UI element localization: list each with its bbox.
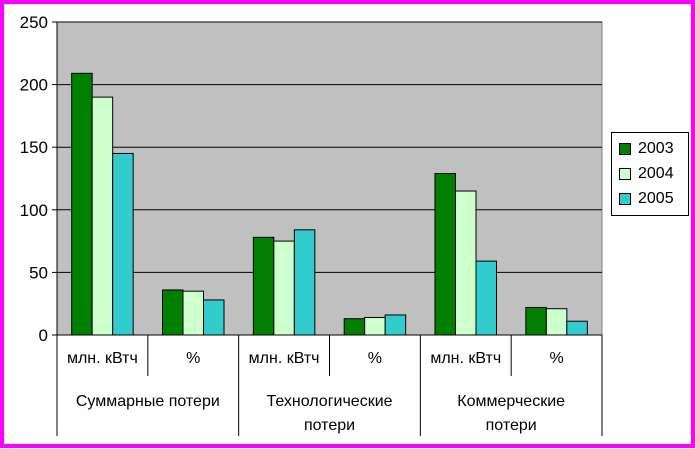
- bar-2004-3: [364, 316, 386, 336]
- bar-2003-5: [525, 306, 547, 336]
- group-label: Технологические потери: [266, 393, 392, 434]
- bar-chart: 0 50 100 150 200 250 млн. кВтч% млн. кВтч% млн. …: [20, 13, 603, 436]
- group-label: Коммерческие потери: [457, 393, 565, 434]
- group-label-line: потери: [486, 417, 537, 434]
- legend-item-2003: 2003: [619, 139, 674, 159]
- legend: 2003 2004 2005: [611, 132, 689, 216]
- y-tick-label: 100: [20, 201, 48, 220]
- legend-label-2003: 2003: [638, 140, 674, 157]
- plot-area: [56, 21, 603, 336]
- x-tick-label: %: [549, 350, 563, 367]
- group-label-line: Коммерческие: [457, 393, 565, 410]
- x-tick-label: млн. кВтч: [430, 350, 501, 367]
- bar-2005-4: [475, 260, 497, 336]
- group-label: Суммарные потери: [76, 393, 220, 410]
- x-tick-label: млн. кВтч: [67, 350, 138, 367]
- x-tick-label: млн. кВтч: [249, 350, 320, 367]
- bar-2003-2: [252, 236, 275, 336]
- bar-2005-3: [384, 314, 407, 336]
- bar-2003-0: [71, 72, 93, 336]
- group-label-line: Технологические: [266, 393, 392, 410]
- x-tick-label: %: [186, 350, 200, 367]
- bar-2003-1: [162, 289, 184, 336]
- bar-2004-2: [273, 240, 295, 336]
- bar-2004-4: [455, 190, 477, 336]
- bar-2005-2: [293, 229, 316, 336]
- bar-2004-0: [91, 96, 114, 336]
- legend-label-2005: 2005: [638, 190, 674, 207]
- group-label-line: потери: [304, 417, 355, 434]
- y-tick-label: 150: [20, 138, 48, 157]
- legend-item-2004: 2004: [619, 164, 674, 184]
- legend-item-2005: 2005: [619, 189, 674, 209]
- y-tick-label: 200: [20, 76, 48, 95]
- y-tick-label: 0: [39, 326, 48, 345]
- legend-label-2004: 2004: [638, 165, 674, 182]
- legend-swatch-2005: [619, 193, 631, 205]
- bar-2003-4: [434, 172, 456, 336]
- x-tick-label: %: [368, 350, 382, 367]
- bar-2005-5: [566, 320, 588, 336]
- bar-2004-1: [182, 290, 204, 336]
- bar-2005-1: [203, 299, 225, 336]
- legend-swatch-2004: [619, 168, 631, 180]
- y-tick-label: 250: [20, 13, 48, 32]
- bar-2004-5: [545, 308, 568, 336]
- legend-swatch-2003: [619, 143, 631, 155]
- bar-2005-0: [112, 152, 134, 336]
- bar-2003-3: [343, 318, 366, 336]
- y-tick-label: 50: [29, 263, 48, 282]
